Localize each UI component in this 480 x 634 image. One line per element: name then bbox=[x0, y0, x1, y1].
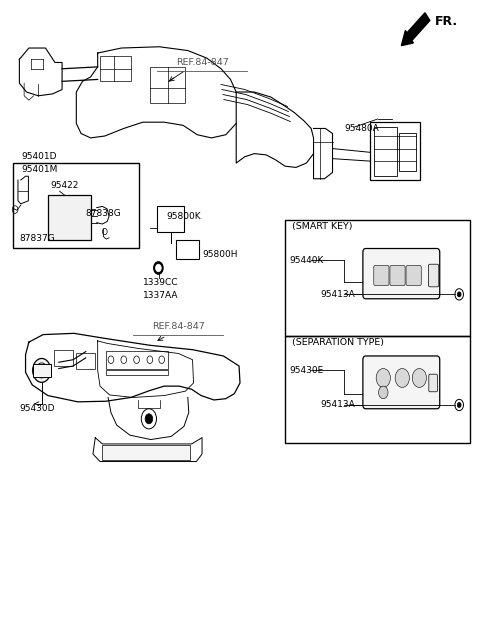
FancyBboxPatch shape bbox=[363, 356, 440, 409]
Text: 95413A: 95413A bbox=[321, 401, 355, 410]
Bar bbox=[374, 127, 396, 176]
Circle shape bbox=[39, 367, 44, 373]
FancyBboxPatch shape bbox=[428, 264, 439, 287]
Text: 95401M: 95401M bbox=[22, 165, 58, 174]
Text: 87838G: 87838G bbox=[86, 209, 121, 218]
Bar bbox=[48, 195, 91, 240]
Text: (SMART KEY): (SMART KEY) bbox=[292, 222, 353, 231]
Text: 95800H: 95800H bbox=[202, 250, 238, 259]
Circle shape bbox=[156, 264, 161, 272]
Circle shape bbox=[457, 292, 461, 297]
FancyBboxPatch shape bbox=[406, 266, 421, 285]
Bar bbox=[285, 336, 470, 443]
Text: FR.: FR. bbox=[434, 15, 457, 28]
Text: 95430D: 95430D bbox=[19, 404, 55, 413]
Circle shape bbox=[395, 368, 409, 387]
Bar bbox=[371, 122, 420, 180]
Text: 95422: 95422 bbox=[50, 181, 79, 190]
Bar bbox=[100, 56, 131, 81]
Circle shape bbox=[154, 262, 163, 275]
Bar bbox=[150, 67, 185, 103]
Text: REF.84-847: REF.84-847 bbox=[176, 58, 228, 67]
Bar bbox=[33, 363, 51, 377]
Text: 1337AA: 1337AA bbox=[143, 290, 178, 299]
Text: 87837G: 87837G bbox=[19, 234, 55, 243]
Bar bbox=[106, 351, 168, 368]
Circle shape bbox=[145, 414, 153, 424]
Bar bbox=[399, 134, 416, 171]
Bar bbox=[106, 370, 168, 375]
Bar bbox=[54, 351, 73, 366]
Circle shape bbox=[379, 386, 388, 399]
Text: REF.84-847: REF.84-847 bbox=[152, 322, 204, 331]
FancyBboxPatch shape bbox=[429, 374, 437, 392]
Circle shape bbox=[457, 403, 461, 408]
Bar bbox=[176, 240, 199, 259]
Circle shape bbox=[33, 358, 51, 382]
FancyArrow shape bbox=[401, 13, 430, 46]
Text: 1339CC: 1339CC bbox=[143, 278, 178, 287]
FancyBboxPatch shape bbox=[390, 266, 405, 285]
Circle shape bbox=[412, 368, 426, 387]
Text: (SEPARATION TYPE): (SEPARATION TYPE) bbox=[292, 338, 384, 347]
Text: 95430E: 95430E bbox=[290, 366, 324, 375]
Bar bbox=[285, 219, 470, 336]
Text: 95413A: 95413A bbox=[321, 290, 355, 299]
Bar bbox=[13, 163, 139, 248]
Text: 95401D: 95401D bbox=[22, 152, 57, 161]
Text: 95480A: 95480A bbox=[344, 124, 379, 133]
Text: 95440K: 95440K bbox=[290, 256, 324, 265]
FancyBboxPatch shape bbox=[363, 249, 440, 299]
Bar bbox=[157, 206, 184, 232]
Bar bbox=[76, 353, 95, 368]
FancyBboxPatch shape bbox=[374, 266, 389, 285]
Bar bbox=[102, 444, 190, 460]
Circle shape bbox=[376, 368, 390, 387]
Text: 95800K: 95800K bbox=[167, 212, 201, 221]
